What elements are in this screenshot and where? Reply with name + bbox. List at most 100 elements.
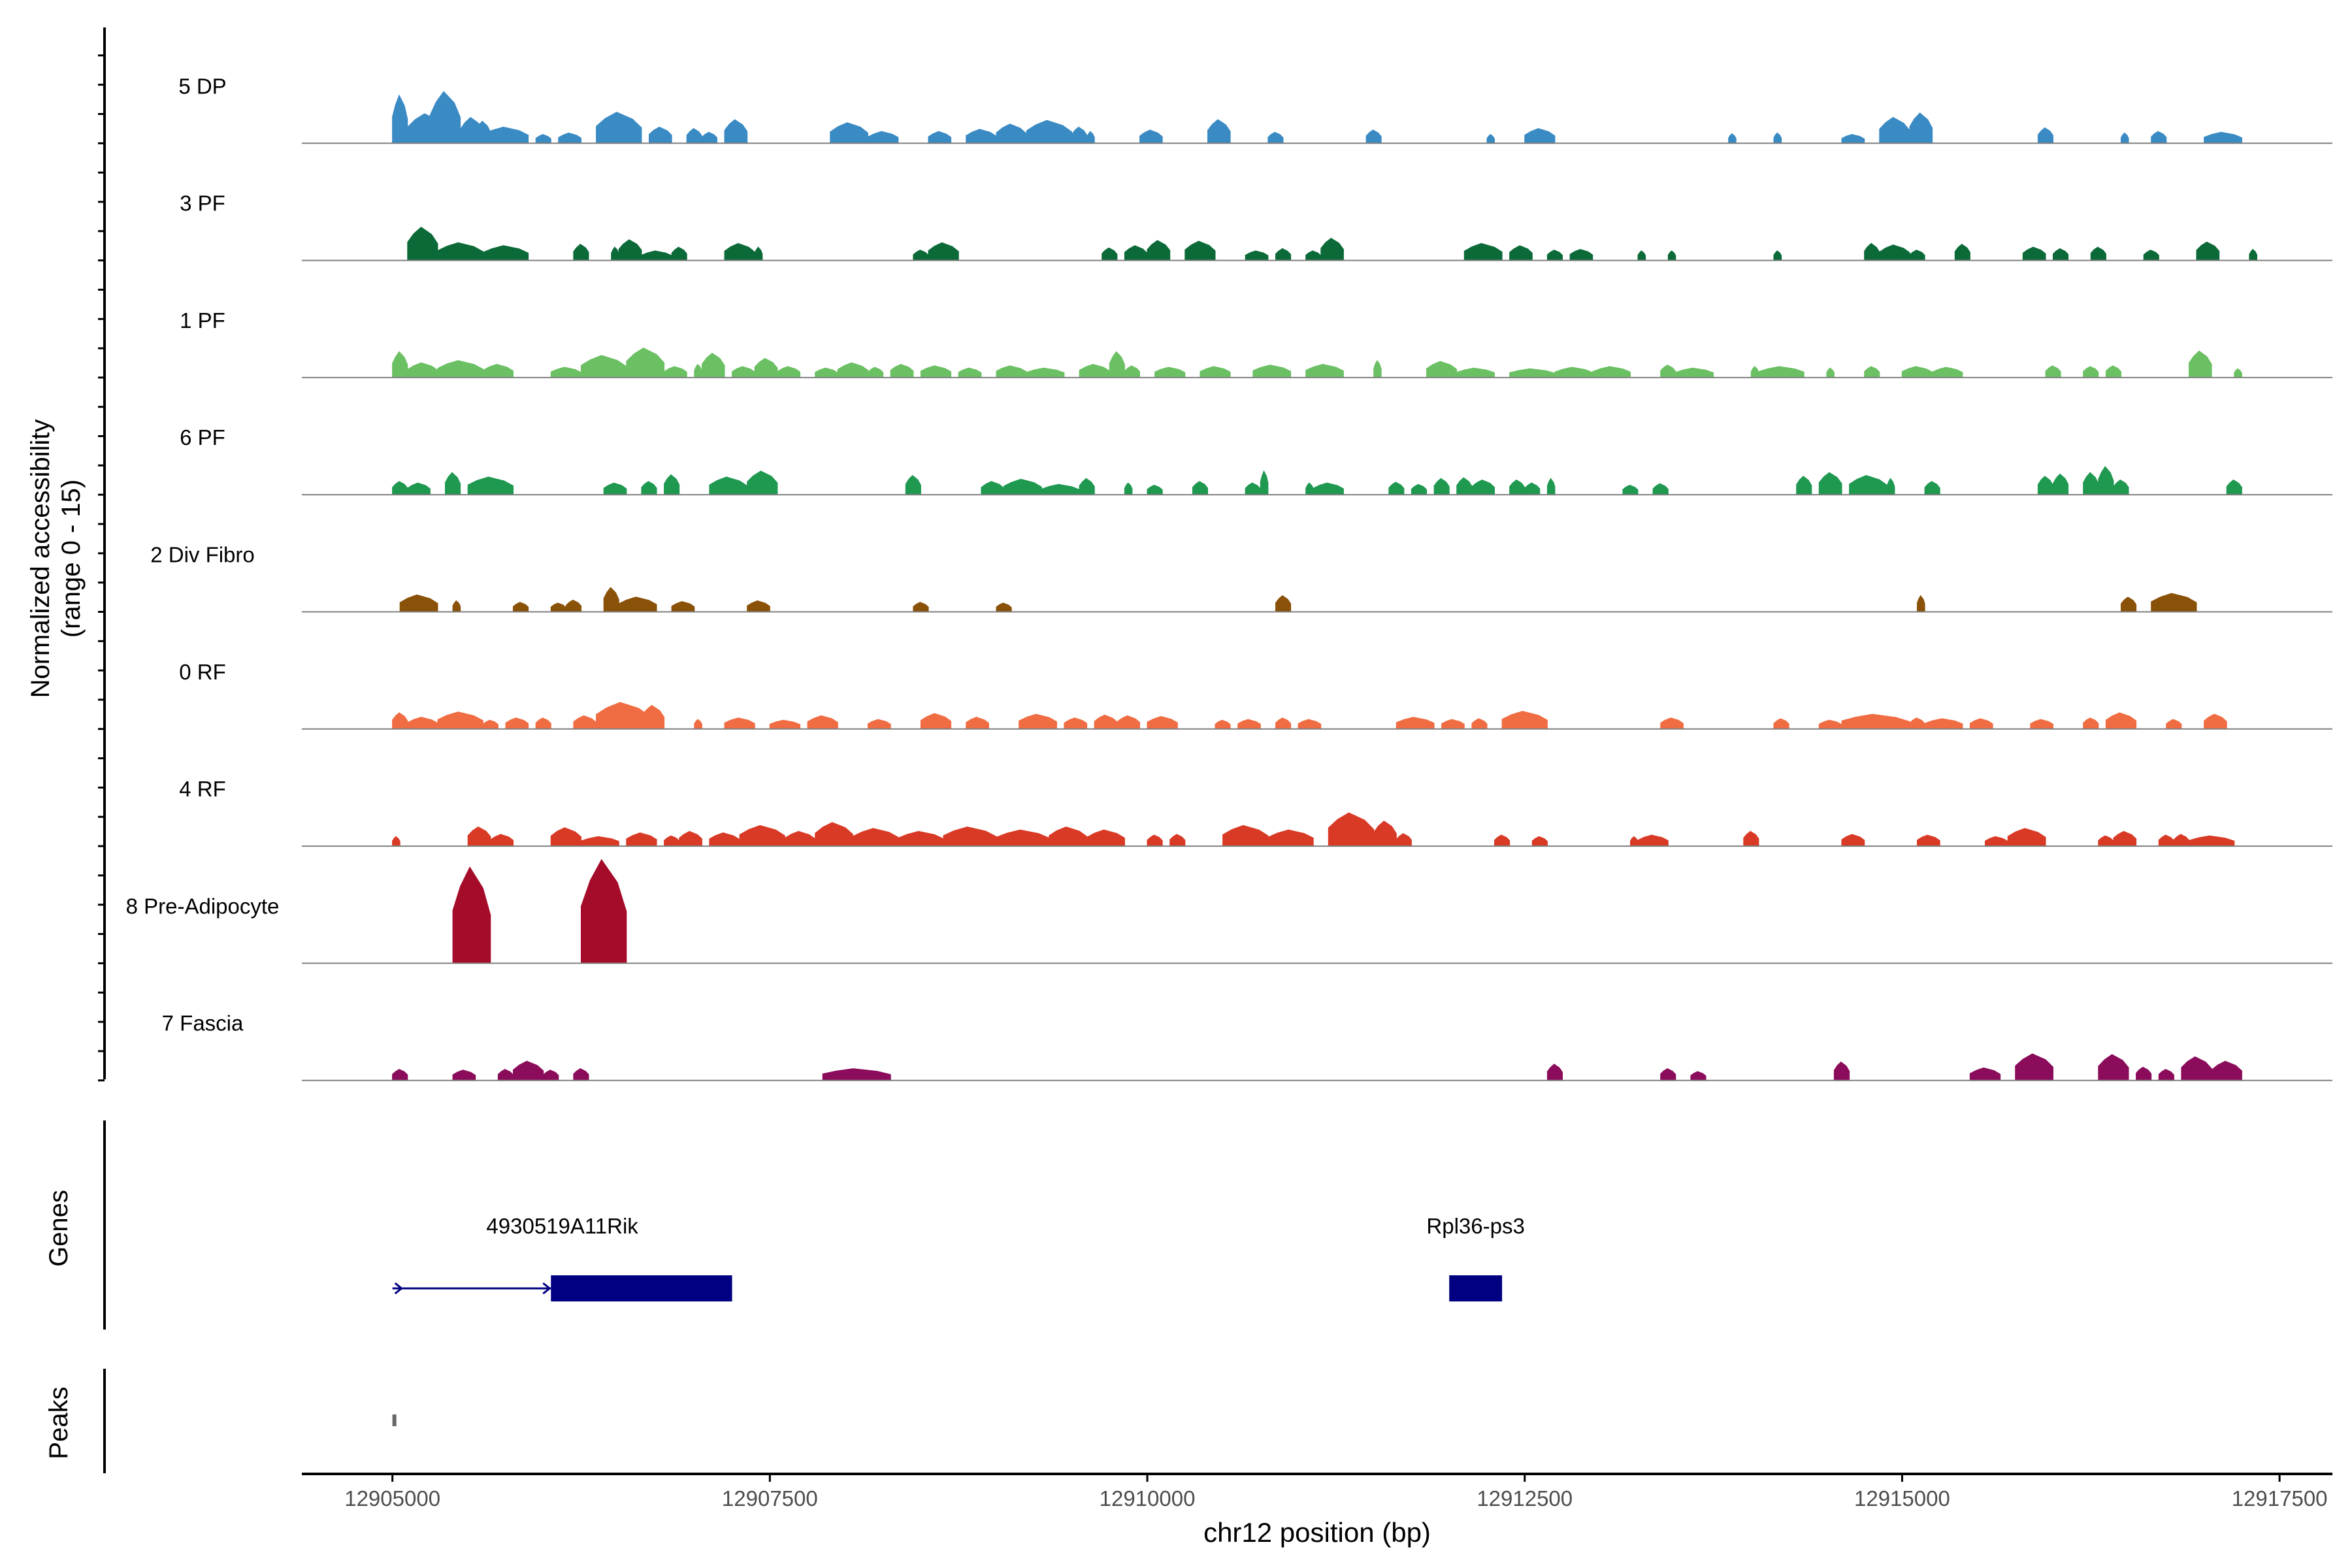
coverage-peak: [1298, 719, 1322, 730]
coverage-peak: [2189, 350, 2212, 378]
coverage-peak: [1486, 134, 1495, 144]
coverage-peak: [452, 866, 491, 964]
coverage-peak: [641, 704, 665, 730]
coverage-peak: [1690, 1071, 1707, 1081]
coverage-peak: [596, 112, 642, 144]
coverage-peak: [2090, 246, 2106, 261]
coverage-peak: [2249, 248, 2257, 261]
coverage-peak: [920, 365, 952, 378]
coverage-peak: [543, 1070, 559, 1081]
coverage-peak: [1260, 470, 1269, 495]
coverage-peak: [1184, 240, 1216, 261]
coverage-peak: [452, 1070, 476, 1081]
y-axis-title-line2: (range 0 - 15): [57, 480, 86, 638]
coverage-peak: [1637, 834, 1669, 847]
coverage-peak: [1660, 1068, 1676, 1081]
coverage-peak: [694, 719, 702, 730]
coverage-peak: [701, 352, 725, 378]
coverage-peak: [747, 600, 770, 612]
coverage-peak: [1388, 482, 1405, 495]
coverage-peak: [1124, 365, 1140, 378]
coverage-peak: [2158, 1069, 2174, 1081]
coverage-peak: [2105, 365, 2121, 378]
coverage-peak: [1275, 717, 1292, 730]
coverage-peak: [1773, 132, 1782, 144]
coverage-peak: [868, 367, 884, 378]
coverage-tracks: 5 DP 3 PF 1 PF 6 PF 2 Div Fibro 0 RF 4 RF 8 Pre…: [126, 74, 2332, 1081]
coverage-peak: [2196, 241, 2220, 261]
coverage-peak: [905, 475, 921, 495]
coverage-peak: [1365, 129, 1382, 144]
coverage-peak: [928, 242, 959, 261]
gene-label: 4930519A11Rik: [486, 1214, 638, 1238]
coverage-peak: [2189, 835, 2235, 847]
coverage-peak: [2166, 719, 2182, 730]
coverage-peak: [392, 836, 400, 847]
coverage-peak: [565, 599, 581, 612]
coverage-peak: [1909, 250, 1925, 261]
coverage-peak: [2143, 250, 2159, 261]
coverage-peak: [513, 602, 529, 612]
coverage-peak: [724, 119, 748, 144]
coverage-peak: [777, 366, 801, 378]
coverage-peak: [1245, 250, 1269, 261]
coverage-peak: [1652, 483, 1669, 495]
coverage-peak: [1147, 240, 1171, 261]
gene-rpl36-ps3: Rpl36-ps3: [1426, 1214, 1525, 1301]
coverage-peak: [1864, 366, 1880, 378]
x-tick-label: 12905000: [344, 1486, 440, 1511]
gene-4930519a11rik: 4930519A11Rik: [392, 1214, 732, 1301]
track-label: 3 PF: [180, 191, 225, 216]
coverage-peak: [1396, 717, 1435, 730]
coverage-peak: [890, 363, 914, 378]
coverage-peak: [1139, 129, 1163, 144]
coverage-peak: [769, 719, 801, 730]
coverage-peak: [581, 858, 627, 964]
genes-side-label: Genes: [44, 1190, 73, 1267]
coverage-peak: [1079, 478, 1095, 495]
coverage-peak: [1207, 119, 1231, 144]
coverage-peak: [1826, 367, 1835, 378]
coverage-peak: [558, 132, 581, 144]
coverage-peak: [996, 602, 1012, 612]
coverage-peak: [2136, 1066, 2152, 1081]
coverage-peak: [1494, 834, 1511, 847]
track-label: 4 RF: [179, 777, 226, 801]
coverage-peak: [445, 472, 461, 495]
coverage-peak: [671, 601, 695, 612]
coverage-peak: [1758, 366, 1805, 378]
coverage-peak: [2045, 365, 2061, 378]
track-2-div-fibro: 2 Div Fibro: [150, 543, 2332, 613]
coverage-peak: [1501, 711, 1548, 730]
coverage-peak: [392, 1069, 408, 1081]
coverage-peak: [1917, 834, 1940, 847]
coverage-peak: [1924, 481, 1940, 495]
coverage-peak: [1147, 715, 1178, 730]
coverage-peak: [1463, 242, 1503, 261]
coverage-peak: [2037, 127, 2053, 144]
gene-exon: [551, 1275, 732, 1301]
coverage-peak: [2105, 712, 2137, 730]
coverage-peak: [1237, 719, 1261, 730]
coverage-peak: [807, 715, 838, 730]
coverage-peak: [1433, 478, 1450, 495]
coverage-peak: [1456, 367, 1495, 378]
left-axis-group: [98, 27, 106, 1473]
coverage-peak: [1675, 367, 1714, 378]
coverage-peak: [1086, 131, 1095, 144]
track-1-pf: 1 PF: [180, 308, 2332, 378]
coverage-peak: [467, 476, 514, 495]
coverage-peak: [2007, 828, 2046, 847]
coverage-peak: [407, 482, 431, 495]
track-7-fascia: 7 Fascia: [162, 1011, 2332, 1081]
coverage-peak: [2151, 593, 2197, 612]
coverage-peak: [2121, 596, 2137, 612]
coverage-peak: [482, 126, 529, 144]
coverage-peak: [1154, 367, 1186, 378]
coverage-peak: [679, 830, 702, 847]
coverage-peak: [1471, 718, 1488, 730]
coverage-peak: [1509, 245, 1533, 261]
coverage-peak: [1841, 134, 1865, 144]
coverage-peak: [1215, 719, 1231, 730]
